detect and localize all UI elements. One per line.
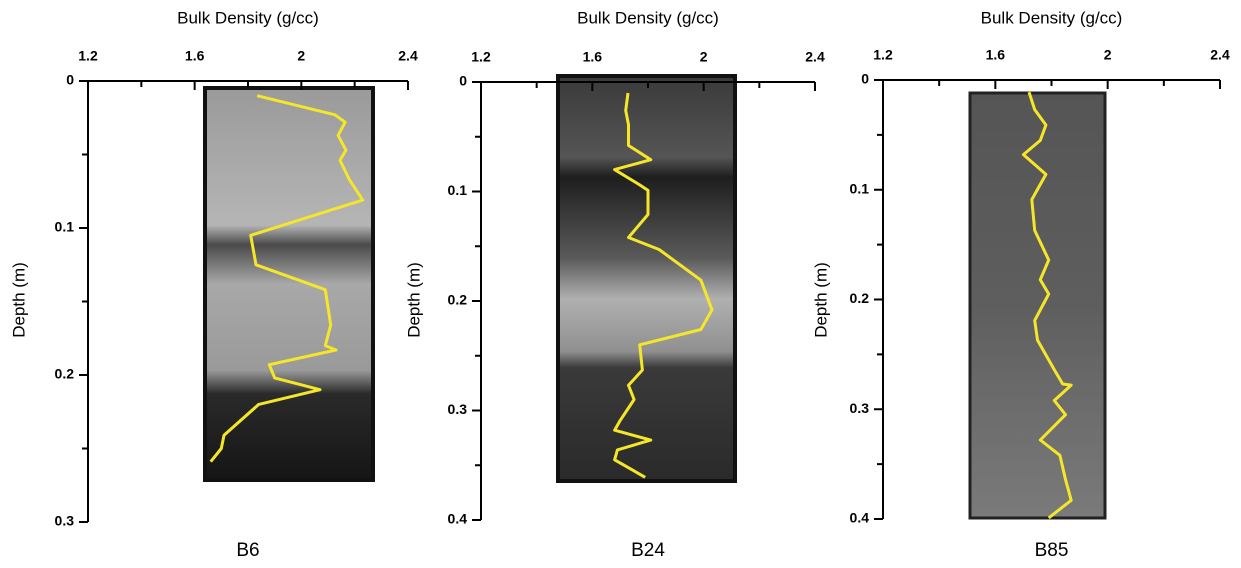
x-tick-label: 1.2 (873, 47, 893, 63)
y-axis-label: Depth (m) (811, 262, 830, 338)
x-tick-label: 1.2 (78, 48, 98, 64)
density-line (613, 92, 714, 479)
density-line (1021, 91, 1073, 520)
y-tick-label: 0 (459, 73, 467, 89)
core-image (556, 74, 737, 483)
x-tick-label: 1.6 (583, 49, 603, 65)
y-tick-label: 0.4 (448, 511, 468, 527)
y-tick-label: 0.3 (448, 401, 468, 417)
x-axis-label: Bulk Density (g/cc) (981, 8, 1123, 27)
x-axis-label: Bulk Density (g/cc) (177, 8, 319, 27)
x-tick-label: 2 (297, 48, 305, 64)
x-tick-label: 2.4 (805, 49, 825, 65)
panel-title: B6 (236, 540, 259, 561)
x-tick-label: 1.2 (471, 49, 491, 65)
x-tick-label: 2 (1104, 47, 1112, 63)
y-tick-label: 0.2 (850, 290, 870, 306)
y-tick-label: 0.2 (55, 366, 75, 382)
y-tick-label: 0.1 (850, 180, 870, 196)
y-tick-label: 0 (861, 71, 869, 87)
y-tick-label: 0.2 (448, 292, 468, 308)
y-axis-label: Depth (m) (9, 262, 28, 338)
panel-title: B24 (631, 540, 665, 561)
y-tick-label: 0.4 (850, 510, 870, 526)
x-tick-label: 1.6 (986, 47, 1006, 63)
plots: 1.2 1.6 2 2.4 0 0.1 0.2 0.3 Bulk Density (g/cc) D… (9, 8, 1229, 561)
x-tick-label: 2.4 (398, 48, 418, 64)
density-line (209, 94, 365, 463)
x-tick-label: 1.6 (185, 48, 205, 64)
y-tick-label: 0.3 (55, 513, 75, 529)
panel-title: B85 (1035, 540, 1069, 561)
y-tick-label: 0.1 (55, 219, 75, 235)
core-image (203, 86, 375, 482)
x-tick-label: 2 (700, 49, 708, 65)
y-tick-label: 0.3 (850, 400, 870, 416)
x-axis-label: Bulk Density (g/cc) (577, 8, 719, 27)
y-tick-label: 0.1 (448, 182, 468, 198)
core-image (968, 91, 1107, 520)
y-axis-label: Depth (m) (404, 262, 423, 338)
y-tick-label: 0 (66, 72, 74, 88)
x-tick-label: 2.4 (1210, 47, 1230, 63)
